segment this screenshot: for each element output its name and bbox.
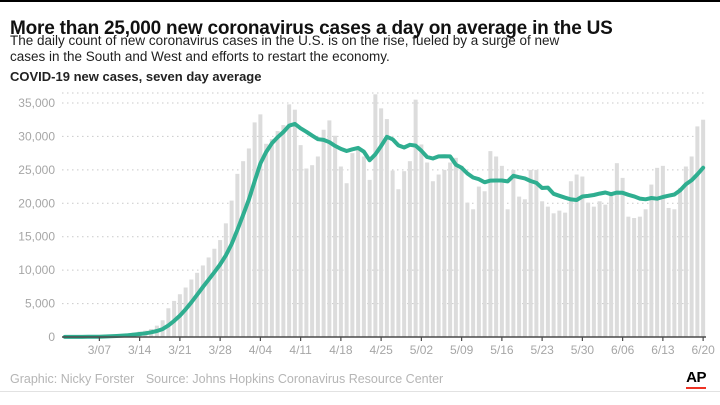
x-tick-label: 3/07 <box>88 343 112 357</box>
x-tick-label: 6/13 <box>651 343 675 357</box>
daily-bars <box>91 94 706 338</box>
subtitle-line-2: cases in the South and West and efforts … <box>10 48 390 64</box>
page-title: More than 25,000 new coronavirus cases a… <box>10 17 613 39</box>
x-tick-label: 5/02 <box>410 343 434 357</box>
axis-labels: 0 5,000 10,000 15,000 20,000 25,000 30,000 35,0… <box>18 96 715 357</box>
x-tick-label: 4/11 <box>289 343 312 357</box>
y-tick-label: 30,000 <box>18 129 55 143</box>
x-tick-label: 3/28 <box>208 343 232 357</box>
ap-logo-text: AP <box>686 369 706 386</box>
y-tick-label: 0 <box>48 330 55 344</box>
subtitle-line-1: The daily count of new coronavirus cases… <box>10 33 560 48</box>
x-tick-label: 4/18 <box>329 343 353 357</box>
cases-chart-svg: 0 5,000 10,000 15,000 20,000 25,000 30,000 35,0… <box>18 92 715 357</box>
chart-footer: Graphic: Nicky Forster Source: Johns Hop… <box>10 372 451 386</box>
x-tick-label: 5/30 <box>571 343 595 357</box>
x-tick-label: 5/23 <box>530 343 554 357</box>
y-tick-label: 20,000 <box>18 196 55 210</box>
y-tick-label: 25,000 <box>18 163 55 177</box>
chart-title: COVID-19 new cases, seven day average <box>10 69 262 84</box>
x-tick-label: 5/16 <box>490 343 514 357</box>
source-credit: Source: Johns Hopkins Coronavirus Resour… <box>145 372 444 386</box>
seven-day-average-line <box>62 121 706 339</box>
page-subtitle: The daily count of new coronavirus cases… <box>10 33 650 64</box>
y-tick-label: 10,000 <box>18 263 55 277</box>
x-tick-label: 3/21 <box>168 343 192 357</box>
ap-logo: AP <box>686 370 706 389</box>
graphic-credit: Graphic: Nicky Forster <box>10 372 135 386</box>
x-tick-label: 5/09 <box>450 343 474 357</box>
x-tick-label: 6/20 <box>691 343 715 357</box>
y-tick-label: 5,000 <box>25 297 55 311</box>
x-tick-label: 4/25 <box>369 343 393 357</box>
x-tick-label: 4/04 <box>249 343 273 357</box>
x-axis <box>62 336 706 341</box>
x-tick-label: 6/06 <box>611 343 635 357</box>
y-tick-label: 15,000 <box>18 230 55 244</box>
x-tick-label: 3/14 <box>128 343 152 357</box>
y-tick-label: 35,000 <box>18 96 55 110</box>
bottom-border <box>0 391 720 392</box>
top-border <box>0 0 720 2</box>
ap-logo-underline <box>686 386 706 389</box>
cases-chart: 0 5,000 10,000 15,000 20,000 25,000 30,000 35,0… <box>0 85 720 377</box>
